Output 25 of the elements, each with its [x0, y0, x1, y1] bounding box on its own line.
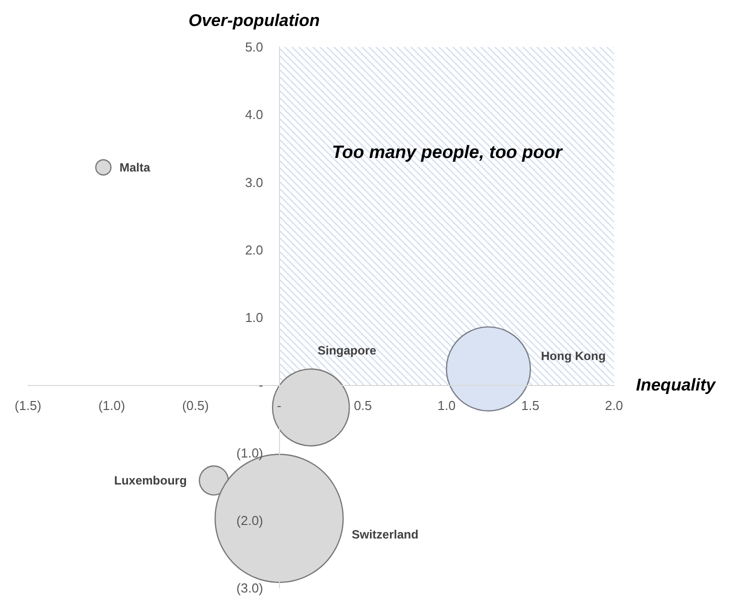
x-tick-label: 1.0	[438, 398, 456, 414]
series-label: Malta	[120, 160, 151, 174]
series-label: Switzerland	[352, 527, 418, 542]
x-tick-label: -	[276, 398, 282, 414]
y-tick-label: (3.0)	[236, 580, 264, 596]
y-tick-label: -	[258, 378, 264, 393]
y-tick-label: 2.0	[245, 242, 264, 258]
x-tick-label: (1.5)	[14, 398, 42, 414]
series-label: Hong Kong	[540, 348, 606, 363]
y-axis-title: Over-population	[188, 11, 320, 30]
annotation: Too many people, too poor	[332, 142, 564, 162]
x-axis-title: Inequality	[636, 376, 717, 395]
series-label: Luxembourg	[114, 473, 187, 488]
x-tick-label: 2.0	[604, 398, 624, 414]
x-tick-label: 0.5	[354, 398, 372, 414]
y-tick-label: 5.0	[245, 40, 264, 54]
x-tick-label: 1.5	[521, 398, 540, 414]
y-tick-label: 4.0	[245, 107, 264, 122]
y-tick-label: 3.0	[245, 174, 264, 190]
y-tick-label: (1.0)	[236, 445, 264, 460]
x-tick-label: (1.0)	[98, 398, 126, 414]
y-tick-label: (2.0)	[236, 512, 264, 528]
x-tick-label: (0.5)	[182, 398, 209, 414]
series-label: Singapore	[318, 343, 377, 358]
y-tick-label: 1.0	[245, 310, 264, 325]
